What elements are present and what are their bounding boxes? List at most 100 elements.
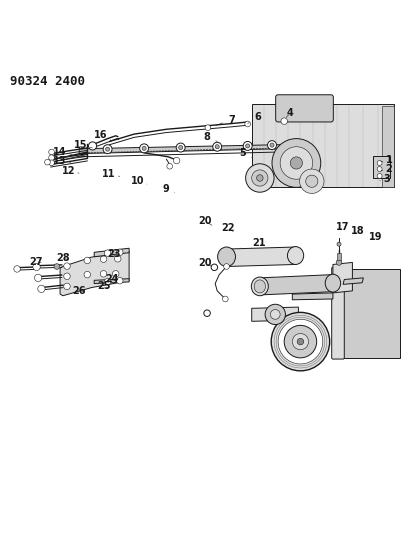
Circle shape: [290, 157, 302, 169]
Text: 19: 19: [368, 232, 382, 243]
Text: 22: 22: [221, 223, 234, 233]
Text: 90324 2400: 90324 2400: [10, 75, 85, 88]
FancyBboxPatch shape: [331, 268, 343, 359]
Text: 24: 24: [104, 274, 118, 285]
Circle shape: [256, 175, 262, 181]
Polygon shape: [381, 106, 393, 187]
Circle shape: [64, 263, 70, 269]
Circle shape: [280, 118, 287, 124]
Ellipse shape: [254, 280, 265, 293]
Circle shape: [269, 143, 273, 147]
Ellipse shape: [251, 277, 268, 296]
Ellipse shape: [287, 247, 303, 264]
Circle shape: [299, 169, 323, 193]
Circle shape: [45, 159, 50, 165]
Circle shape: [296, 338, 303, 345]
Circle shape: [103, 144, 112, 154]
Circle shape: [305, 175, 317, 187]
Circle shape: [142, 147, 146, 150]
Circle shape: [38, 285, 45, 293]
Text: 23: 23: [107, 249, 121, 260]
Polygon shape: [226, 247, 295, 266]
Circle shape: [54, 264, 60, 269]
Polygon shape: [60, 251, 129, 296]
Circle shape: [203, 310, 210, 317]
Circle shape: [116, 249, 123, 255]
Polygon shape: [259, 274, 332, 295]
Text: 20: 20: [198, 259, 211, 268]
Circle shape: [292, 334, 308, 350]
Text: 8: 8: [203, 132, 217, 142]
Circle shape: [100, 271, 107, 277]
Circle shape: [336, 242, 340, 246]
Circle shape: [84, 271, 90, 278]
Circle shape: [376, 174, 381, 179]
FancyBboxPatch shape: [275, 95, 333, 122]
Circle shape: [245, 164, 273, 192]
Circle shape: [64, 283, 70, 289]
Polygon shape: [342, 278, 362, 285]
Circle shape: [176, 143, 185, 152]
Text: 4: 4: [286, 108, 293, 118]
Polygon shape: [94, 248, 129, 257]
Circle shape: [251, 170, 267, 186]
Circle shape: [178, 146, 182, 150]
Circle shape: [264, 304, 285, 325]
Circle shape: [49, 155, 54, 160]
Circle shape: [277, 319, 322, 364]
Circle shape: [215, 144, 219, 149]
Ellipse shape: [217, 247, 235, 266]
Polygon shape: [94, 279, 129, 284]
Polygon shape: [79, 144, 279, 154]
Circle shape: [100, 256, 107, 262]
Circle shape: [245, 144, 249, 148]
Circle shape: [34, 274, 42, 281]
Circle shape: [376, 160, 381, 165]
Circle shape: [112, 271, 119, 277]
Circle shape: [166, 164, 172, 169]
Text: 18: 18: [350, 226, 364, 236]
Circle shape: [267, 141, 276, 150]
Ellipse shape: [324, 274, 340, 292]
Circle shape: [279, 147, 312, 179]
Text: 11: 11: [102, 169, 119, 179]
Bar: [372, 156, 389, 178]
Circle shape: [173, 157, 179, 164]
Circle shape: [105, 147, 109, 151]
Polygon shape: [332, 262, 352, 293]
Circle shape: [271, 139, 320, 187]
Polygon shape: [251, 104, 393, 187]
Text: 25: 25: [96, 281, 110, 291]
Text: 16: 16: [94, 130, 111, 141]
Text: 2: 2: [380, 164, 391, 174]
Circle shape: [335, 260, 341, 265]
Polygon shape: [292, 293, 332, 300]
Text: 14: 14: [53, 147, 72, 157]
Circle shape: [104, 250, 111, 256]
Text: 10: 10: [130, 176, 147, 186]
Text: 6: 6: [247, 112, 260, 124]
Text: 27: 27: [29, 256, 43, 266]
Circle shape: [376, 167, 381, 172]
Text: 7: 7: [215, 115, 234, 125]
Text: 1: 1: [380, 155, 391, 165]
Circle shape: [211, 264, 217, 271]
Circle shape: [222, 296, 228, 302]
Circle shape: [270, 310, 279, 319]
Polygon shape: [251, 307, 298, 321]
Circle shape: [49, 149, 54, 155]
Circle shape: [284, 325, 316, 358]
Circle shape: [212, 142, 221, 151]
Circle shape: [244, 121, 250, 127]
Text: 26: 26: [72, 286, 86, 296]
Circle shape: [33, 263, 40, 271]
Circle shape: [84, 257, 90, 264]
Circle shape: [205, 125, 210, 131]
Text: 9: 9: [162, 183, 174, 193]
Text: 28: 28: [56, 253, 70, 263]
Text: 12: 12: [61, 166, 79, 176]
Text: 5: 5: [239, 148, 251, 158]
Circle shape: [49, 160, 54, 166]
Text: 21: 21: [252, 238, 265, 248]
Circle shape: [116, 278, 123, 284]
